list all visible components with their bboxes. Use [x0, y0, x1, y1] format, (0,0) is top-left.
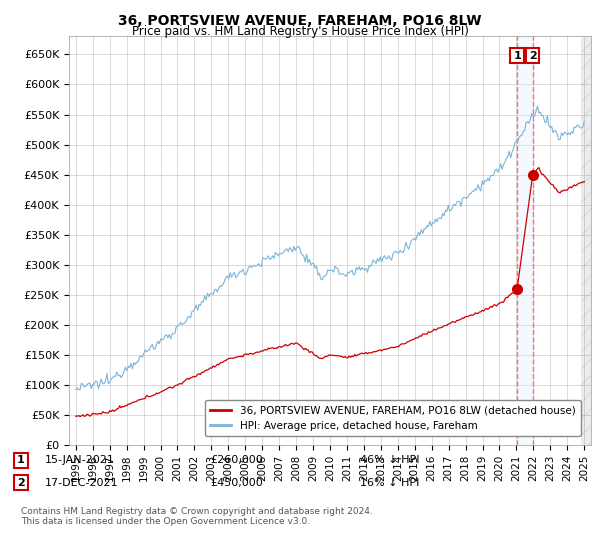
Text: 2: 2	[529, 50, 536, 60]
Text: Price paid vs. HM Land Registry's House Price Index (HPI): Price paid vs. HM Land Registry's House …	[131, 25, 469, 38]
Bar	[517, 36, 533, 445]
Legend: 36, PORTSVIEW AVENUE, FAREHAM, PO16 8LW (detached house), HPI: Average price, de: 36, PORTSVIEW AVENUE, FAREHAM, PO16 8LW …	[205, 400, 581, 436]
Bar	[581, 36, 591, 445]
Text: 17-DEC-2021: 17-DEC-2021	[45, 478, 119, 488]
Text: £450,000: £450,000	[210, 478, 263, 488]
Text: 1: 1	[17, 455, 25, 465]
Text: 46% ↓ HPI: 46% ↓ HPI	[360, 455, 419, 465]
Text: £260,000: £260,000	[210, 455, 263, 465]
Text: 1: 1	[513, 50, 521, 60]
Text: 15-JAN-2021: 15-JAN-2021	[45, 455, 115, 465]
Text: 16% ↓ HPI: 16% ↓ HPI	[360, 478, 419, 488]
Text: 36, PORTSVIEW AVENUE, FAREHAM, PO16 8LW: 36, PORTSVIEW AVENUE, FAREHAM, PO16 8LW	[118, 14, 482, 28]
Text: Contains HM Land Registry data © Crown copyright and database right 2024.
This d: Contains HM Land Registry data © Crown c…	[21, 507, 373, 526]
Text: 2: 2	[17, 478, 25, 488]
